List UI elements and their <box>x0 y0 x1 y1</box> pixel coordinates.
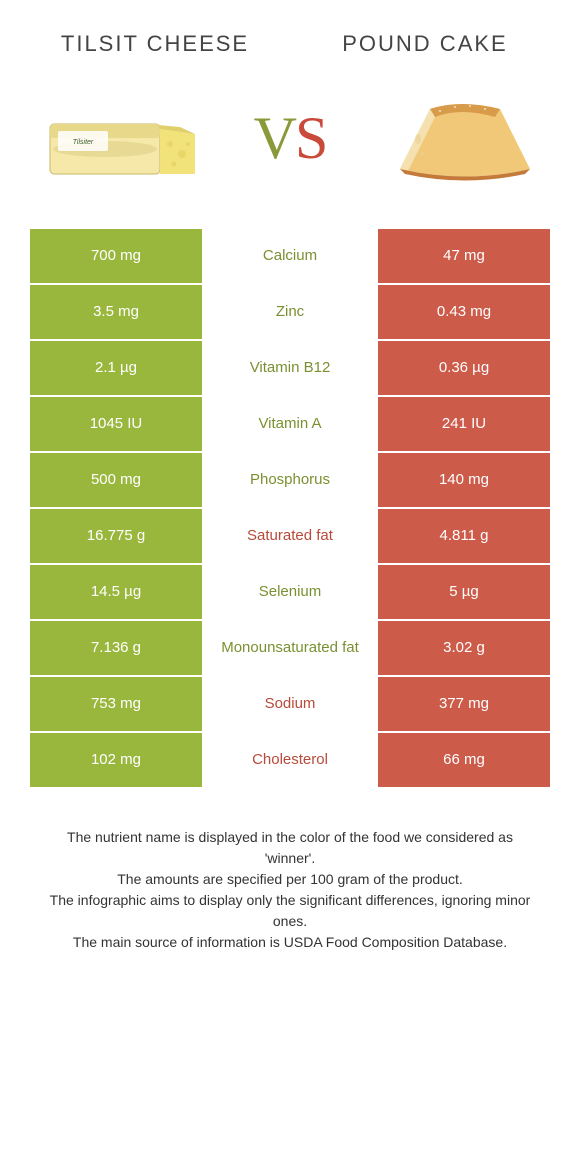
vs-row: Tilsiter VS <box>0 69 580 229</box>
food-a-image: Tilsiter <box>30 79 210 199</box>
table-row: 7.136 gMonounsaturated fat3.02 g <box>30 621 550 675</box>
vs-label: VS <box>254 104 327 173</box>
footer-line-4: The main source of information is USDA F… <box>40 932 540 953</box>
table-row: 700 mgCalcium47 mg <box>30 229 550 283</box>
value-b: 241 IU <box>378 397 550 451</box>
value-b: 4.811 g <box>378 509 550 563</box>
table-row: 102 mgCholesterol66 mg <box>30 733 550 787</box>
food-a-title: TILSIT CHEESE <box>34 30 277 59</box>
header: TILSIT CHEESE POUND CAKE <box>0 0 580 69</box>
table-row: 14.5 µgSelenium5 µg <box>30 565 550 619</box>
value-a: 2.1 µg <box>30 341 202 395</box>
value-b: 0.43 mg <box>378 285 550 339</box>
value-b: 140 mg <box>378 453 550 507</box>
value-a: 700 mg <box>30 229 202 283</box>
nutrient-name: Phosphorus <box>204 453 376 507</box>
value-b: 3.02 g <box>378 621 550 675</box>
vs-v: V <box>254 105 295 171</box>
nutrient-name: Sodium <box>204 677 376 731</box>
value-a: 102 mg <box>30 733 202 787</box>
value-b: 66 mg <box>378 733 550 787</box>
svg-text:Tilsiter: Tilsiter <box>73 139 94 146</box>
nutrient-name: Selenium <box>204 565 376 619</box>
footer-line-1: The nutrient name is displayed in the co… <box>40 827 540 869</box>
nutrient-name: Cholesterol <box>204 733 376 787</box>
table-row: 16.775 gSaturated fat4.811 g <box>30 509 550 563</box>
value-a: 1045 IU <box>30 397 202 451</box>
table-row: 3.5 mgZinc0.43 mg <box>30 285 550 339</box>
value-b: 5 µg <box>378 565 550 619</box>
table-row: 1045 IUVitamin A241 IU <box>30 397 550 451</box>
value-b: 377 mg <box>378 677 550 731</box>
footer-line-3: The infographic aims to display only the… <box>40 890 540 932</box>
food-b-title: POUND CAKE <box>304 30 547 59</box>
value-b: 47 mg <box>378 229 550 283</box>
footer-line-2: The amounts are specified per 100 gram o… <box>40 869 540 890</box>
value-a: 14.5 µg <box>30 565 202 619</box>
nutrient-name: Zinc <box>204 285 376 339</box>
value-a: 753 mg <box>30 677 202 731</box>
table-row: 753 mgSodium377 mg <box>30 677 550 731</box>
food-b-image <box>370 79 550 199</box>
footer-notes: The nutrient name is displayed in the co… <box>40 827 540 953</box>
nutrient-name: Saturated fat <box>204 509 376 563</box>
nutrient-name: Monounsaturated fat <box>204 621 376 675</box>
value-a: 16.775 g <box>30 509 202 563</box>
nutrient-name: Vitamin A <box>204 397 376 451</box>
vs-s: S <box>295 105 326 171</box>
value-a: 7.136 g <box>30 621 202 675</box>
table-row: 2.1 µgVitamin B120.36 µg <box>30 341 550 395</box>
value-a: 3.5 mg <box>30 285 202 339</box>
table-row: 500 mgPhosphorus140 mg <box>30 453 550 507</box>
value-a: 500 mg <box>30 453 202 507</box>
nutrient-name: Vitamin B12 <box>204 341 376 395</box>
comparison-table: 700 mgCalcium47 mg3.5 mgZinc0.43 mg2.1 µ… <box>30 229 550 787</box>
value-b: 0.36 µg <box>378 341 550 395</box>
nutrient-name: Calcium <box>204 229 376 283</box>
